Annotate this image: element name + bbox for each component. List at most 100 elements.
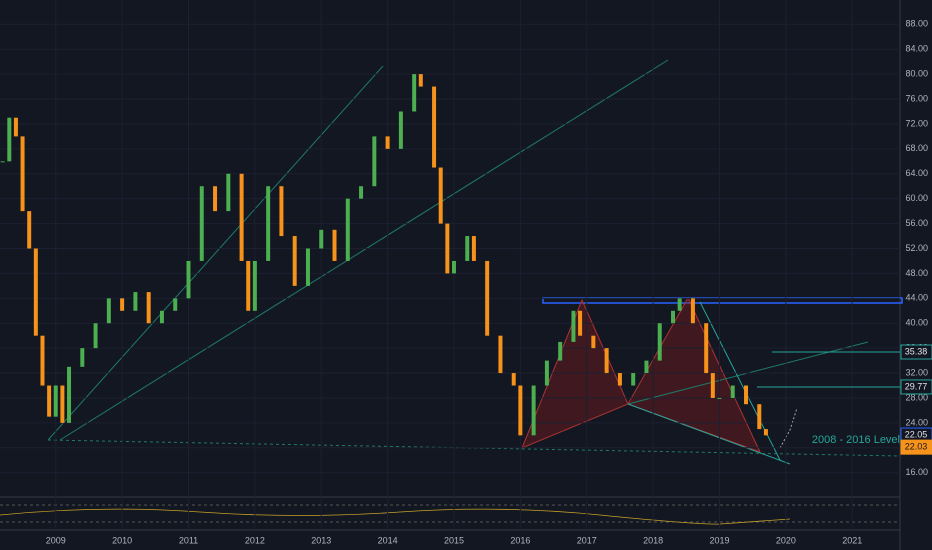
price-label-box (900, 344, 932, 360)
candle (27, 211, 32, 249)
candle (319, 229, 324, 249)
x-tick-label: 2011 (179, 535, 198, 545)
y-tick-label: 76.00 (905, 93, 928, 103)
y-tick-label: 64.00 (905, 168, 928, 178)
candle (631, 373, 636, 386)
candle (53, 385, 58, 417)
y-tick-label: 56.00 (905, 218, 928, 228)
candle (498, 335, 503, 374)
y-tick-label: 80.00 (905, 68, 928, 78)
candle (451, 260, 456, 274)
rsi-line (0, 508, 791, 525)
price-label-box (900, 379, 932, 395)
y-tick-label: 52.00 (905, 243, 928, 253)
candle (146, 292, 151, 324)
x-tick-label: 2018 (643, 535, 663, 545)
candle (617, 373, 622, 386)
candle (744, 385, 749, 405)
y-tick-label: 88.00 (905, 19, 928, 29)
candle (332, 229, 337, 261)
candle (213, 186, 218, 212)
candle (266, 186, 271, 261)
candle (60, 385, 65, 423)
candle (93, 323, 98, 349)
candle (40, 335, 45, 386)
candle (690, 298, 695, 324)
candle (398, 111, 403, 149)
trend-line (59, 59, 669, 441)
candle (159, 310, 164, 324)
x-tick-label: 2015 (444, 535, 464, 545)
x-tick-label: 2009 (46, 535, 66, 545)
candle (226, 173, 231, 212)
candle (710, 373, 715, 398)
candle (657, 323, 662, 361)
candle (704, 323, 709, 374)
annotation: 2008 - 2016 Level (812, 434, 900, 446)
candle (485, 260, 490, 336)
candle (385, 136, 390, 149)
price-label-box (900, 439, 932, 455)
y-tick-label: 40.00 (905, 318, 928, 328)
candle (7, 117, 12, 162)
candle (345, 198, 350, 261)
candle (186, 260, 191, 299)
candle (677, 298, 682, 311)
x-tick-label: 2013 (311, 535, 331, 545)
candle (518, 385, 523, 436)
candle (438, 167, 443, 224)
x-tick-label: 2017 (577, 535, 597, 545)
y-tick-label: 48.00 (905, 268, 928, 278)
candle (106, 298, 111, 324)
candle (246, 260, 251, 311)
y-tick-label: 28.00 (905, 392, 928, 402)
candle (604, 348, 609, 374)
candle (239, 173, 244, 261)
candle (252, 260, 257, 311)
candle (279, 186, 284, 237)
candle (644, 360, 649, 374)
candle (13, 117, 18, 137)
candle (412, 74, 417, 112)
candle (432, 86, 437, 168)
candle (120, 298, 125, 311)
candle (591, 335, 596, 349)
x-tick-label: 2014 (378, 535, 398, 545)
y-tick-label: 60.00 (905, 193, 928, 203)
candle (67, 366, 72, 423)
price-label: 35.38 (905, 346, 928, 356)
candle (445, 223, 450, 274)
trend-line (47, 65, 384, 441)
candle (133, 292, 138, 311)
candle (305, 248, 310, 286)
candle (465, 236, 470, 261)
y-tick-label: 68.00 (905, 143, 928, 153)
candle (511, 373, 516, 386)
y-tick-label: 72.00 (905, 118, 928, 128)
candle (372, 136, 377, 187)
price-label: 22.03 (905, 442, 928, 452)
y-tick-label: 24.00 (905, 417, 928, 427)
y-tick-label: 16.00 (905, 467, 928, 477)
candle (47, 385, 52, 417)
candle (80, 348, 85, 367)
candle (571, 310, 576, 342)
candle (0, 161, 5, 163)
x-tick-label: 2012 (245, 535, 265, 545)
y-tick-label: 44.00 (905, 293, 928, 303)
candle (717, 397, 722, 399)
price-label: 22.05 (905, 429, 928, 439)
candle (20, 136, 25, 212)
y-tick-label: 84.00 (905, 44, 928, 54)
candle (730, 385, 735, 398)
y-tick-label: 32.00 (905, 367, 928, 377)
candle (763, 429, 768, 436)
x-tick-label: 2021 (842, 535, 862, 545)
x-tick-label: 2019 (709, 535, 729, 545)
candle (544, 360, 549, 386)
candle (471, 236, 476, 261)
candle (418, 74, 423, 87)
x-tick-label: 2010 (112, 535, 132, 545)
